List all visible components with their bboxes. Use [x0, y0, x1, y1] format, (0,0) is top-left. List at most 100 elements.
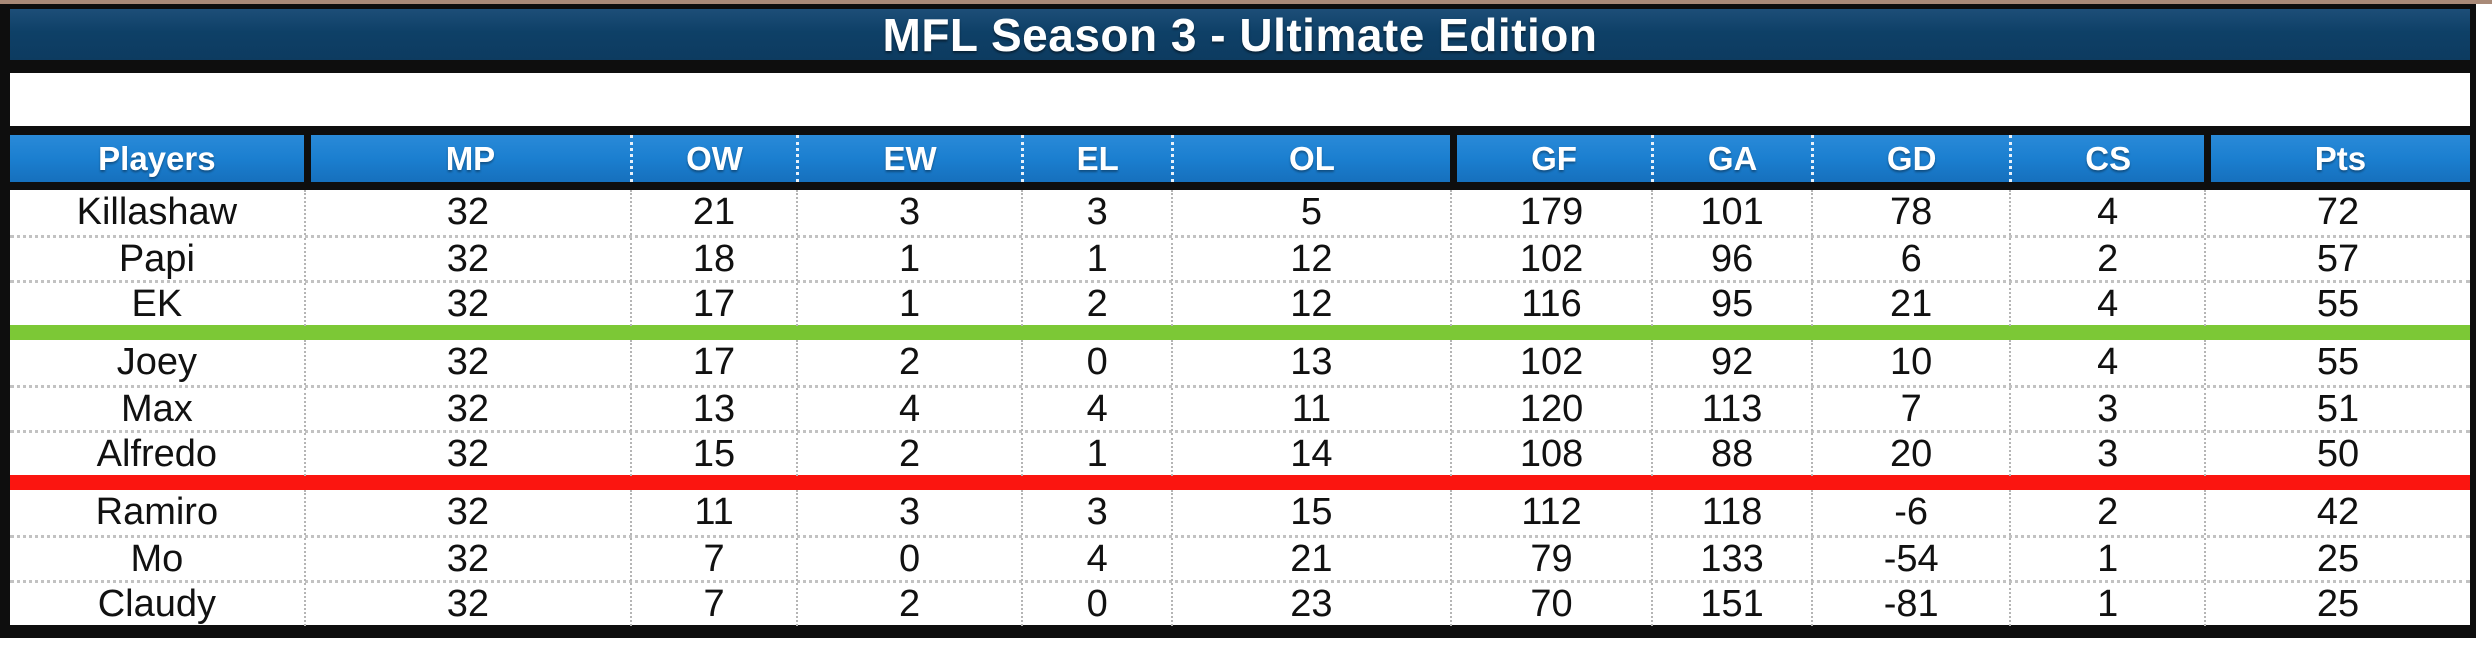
player-name-cell: Papi	[118, 238, 195, 280]
player-name-cell: Killashaw	[76, 191, 238, 233]
table-row: Claudy 32 7 2 0 23 70 151 -81 1 25	[10, 580, 2470, 626]
table-row: Papi 32 18 1 1 12 102 96 6 2 57	[10, 235, 2470, 281]
title-bar: MFL Season 3 - Ultimate Edition	[10, 4, 2470, 73]
stat-cell-ol: 23	[1171, 583, 1450, 626]
column-header-gf: GF	[1449, 135, 1651, 182]
player-name-cell: EK	[131, 283, 183, 325]
stat-cell-gf: 112	[1449, 490, 1651, 535]
table-row: Killashaw 32 21 3 3 5 179 101 78 4 72	[10, 190, 2470, 235]
stat-cell-gf: 79	[1449, 538, 1651, 581]
stat-cell-ol: 21	[1171, 538, 1450, 581]
stat-cell-ow: 7	[630, 538, 796, 581]
stat-cell-mp: 32	[303, 538, 630, 581]
stat-cell-ow: 13	[630, 388, 796, 431]
stat-cell-pts: 72	[2204, 190, 2470, 235]
player-name-cell: Alfredo	[96, 433, 218, 475]
stat-cell-gd: 6	[1810, 238, 2010, 281]
stat-cell-ga: 96	[1651, 238, 1811, 281]
stat-cell-gf: 120	[1449, 388, 1651, 431]
stat-cell-el: 1	[1021, 238, 1171, 281]
stat-cell-el: 1	[1021, 433, 1171, 476]
stat-cell-ow: 15	[630, 433, 796, 476]
stat-cell-ol: 5	[1171, 190, 1450, 235]
stat-cell-ga: 118	[1651, 490, 1811, 535]
stat-cell-cs: 3	[2009, 388, 2204, 431]
window-top-edge	[0, 0, 2492, 4]
stat-cell-gd: 78	[1810, 190, 2010, 235]
stat-cell-cs: 1	[2009, 538, 2204, 581]
stat-cell-ew: 3	[795, 190, 1021, 235]
stat-cell-el: 4	[1021, 388, 1171, 431]
stat-cell-gd: -6	[1810, 490, 2010, 535]
table-frame: MFL Season 3 - Ultimate Edition Players M…	[0, 4, 2476, 638]
stat-cell-ol: 14	[1171, 433, 1450, 476]
stat-cell-gd: 21	[1810, 283, 2010, 326]
stat-cell-ew: 1	[795, 238, 1021, 281]
stat-cell-gf: 102	[1449, 340, 1651, 385]
column-header-el: EL	[1021, 135, 1171, 182]
stat-cell-ol: 12	[1171, 238, 1450, 281]
stat-cell-pts: 57	[2204, 238, 2470, 281]
stat-cell-ow: 11	[630, 490, 796, 535]
stat-cell-pts: 50	[2204, 433, 2470, 476]
stat-cell-ew: 2	[795, 340, 1021, 385]
stat-cell-el: 4	[1021, 538, 1171, 581]
stat-cell-ga: 151	[1651, 583, 1811, 626]
stat-cell-gf: 102	[1449, 238, 1651, 281]
column-header-ow: OW	[630, 135, 796, 182]
stat-cell-ol: 15	[1171, 490, 1450, 535]
table-row: Ramiro 32 11 3 3 15 112 118 -6 2 42	[10, 490, 2470, 535]
player-name-cell: Ramiro	[95, 491, 219, 533]
stat-cell-ow: 17	[630, 283, 796, 326]
stat-cell-pts: 25	[2204, 538, 2470, 581]
table-row: Joey 32 17 2 0 13 102 92 10 4 55	[10, 340, 2470, 385]
stat-cell-ew: 4	[795, 388, 1021, 431]
stat-cell-mp: 32	[303, 283, 630, 326]
stat-cell-el: 0	[1021, 340, 1171, 385]
table-row: Max 32 13 4 4 11 120 113 7 3 51	[10, 385, 2470, 431]
stat-cell-pts: 51	[2204, 388, 2470, 431]
stat-cell-ew: 0	[795, 538, 1021, 581]
table-header-row: Players MP OW EW EL OL GF GA GD CS Pts	[10, 126, 2470, 190]
stat-cell-mp: 32	[303, 238, 630, 281]
stat-cell-pts: 25	[2204, 583, 2470, 626]
stat-cell-cs: 1	[2009, 583, 2204, 626]
stat-cell-cs: 3	[2009, 433, 2204, 476]
stat-cell-cs: 2	[2009, 238, 2204, 281]
stat-cell-gf: 179	[1449, 190, 1651, 235]
player-name-cell: Mo	[130, 538, 184, 580]
column-header-ga: GA	[1651, 135, 1811, 182]
table-row: Alfredo 32 15 2 1 14 108 88 20 3 50	[10, 430, 2470, 476]
stat-cell-mp: 32	[303, 490, 630, 535]
table-body: Killashaw 32 21 3 3 5 179 101 78 4 72 Papi 32 18 1 1 12 1…	[10, 190, 2470, 626]
stat-cell-el: 3	[1021, 490, 1171, 535]
stat-cell-gd: 20	[1810, 433, 2010, 476]
stat-cell-ga: 88	[1651, 433, 1811, 476]
page-title: MFL Season 3 - Ultimate Edition	[882, 8, 1598, 61]
stat-cell-cs: 4	[2009, 283, 2204, 326]
stat-cell-mp: 32	[303, 433, 630, 476]
stat-cell-ew: 3	[795, 490, 1021, 535]
stat-cell-ow: 21	[630, 190, 796, 235]
stat-cell-gd: -81	[1810, 583, 2010, 626]
stat-cell-pts: 42	[2204, 490, 2470, 535]
stat-cell-pts: 55	[2204, 283, 2470, 326]
stat-cell-ow: 18	[630, 238, 796, 281]
column-header-cs: CS	[2009, 135, 2204, 182]
column-header-ew: EW	[795, 135, 1021, 182]
player-name-cell: Claudy	[97, 583, 216, 625]
column-header-mp: MP	[303, 135, 630, 182]
stat-cell-ga: 113	[1651, 388, 1811, 431]
stat-cell-ga: 133	[1651, 538, 1811, 581]
spacer-row	[10, 73, 2470, 126]
stat-cell-el: 2	[1021, 283, 1171, 326]
stat-cell-ga: 92	[1651, 340, 1811, 385]
stat-cell-cs: 2	[2009, 490, 2204, 535]
stat-cell-ew: 2	[795, 583, 1021, 626]
stat-cell-ow: 7	[630, 583, 796, 626]
column-header-gd: GD	[1810, 135, 2010, 182]
stat-cell-mp: 32	[303, 190, 630, 235]
stat-cell-pts: 55	[2204, 340, 2470, 385]
stat-cell-ga: 95	[1651, 283, 1811, 326]
red-divider-line	[10, 475, 2470, 490]
